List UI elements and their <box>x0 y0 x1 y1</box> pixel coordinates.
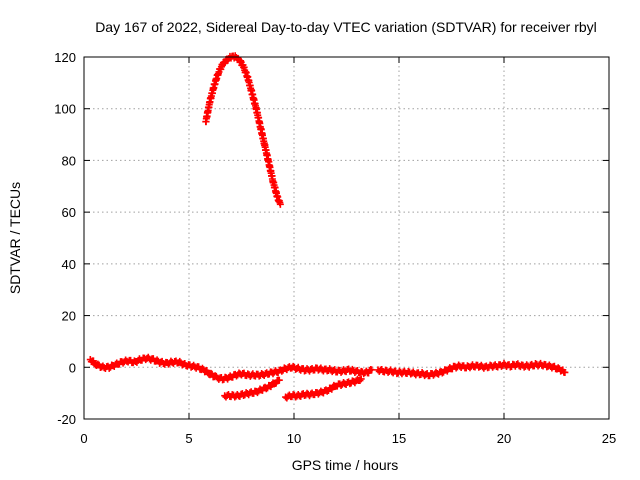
data-point <box>176 357 184 365</box>
data-point <box>153 356 161 364</box>
data-point <box>276 200 284 208</box>
y-tick-label: 0 <box>69 360 76 375</box>
y-axis-label: SDTVAR / TECUs <box>7 182 23 294</box>
axis-ticks: 0 5 10 15 20 25 -20 0 20 40 60 80 100 120 <box>54 50 616 446</box>
x-axis-label: GPS time / hours <box>292 457 399 473</box>
chart-title: Day 167 of 2022, Sidereal Day-to-day VTE… <box>95 19 597 35</box>
data-series <box>86 353 376 384</box>
data-series <box>221 376 283 401</box>
y-tick-label: 100 <box>54 102 76 117</box>
x-tick-label: 20 <box>497 431 511 446</box>
data-points-layer <box>86 52 569 402</box>
x-tick-label: 0 <box>80 431 87 446</box>
x-tick-label: 5 <box>185 431 192 446</box>
data-series <box>282 375 365 402</box>
y-tick-label: -20 <box>57 412 76 427</box>
data-point <box>368 366 376 374</box>
data-series <box>374 359 569 380</box>
y-tick-label: 20 <box>62 309 76 324</box>
y-tick-label: 80 <box>62 153 76 168</box>
y-tick-label: 40 <box>62 257 76 272</box>
data-point <box>275 376 283 384</box>
x-tick-label: 25 <box>602 431 616 446</box>
data-series <box>202 52 284 208</box>
plot-frame <box>83 56 610 420</box>
data-point <box>357 375 365 383</box>
y-tick-label: 120 <box>54 50 76 65</box>
y-tick-label: 60 <box>62 205 76 220</box>
data-point <box>561 368 569 376</box>
x-tick-label: 15 <box>392 431 406 446</box>
x-tick-label: 10 <box>287 431 301 446</box>
